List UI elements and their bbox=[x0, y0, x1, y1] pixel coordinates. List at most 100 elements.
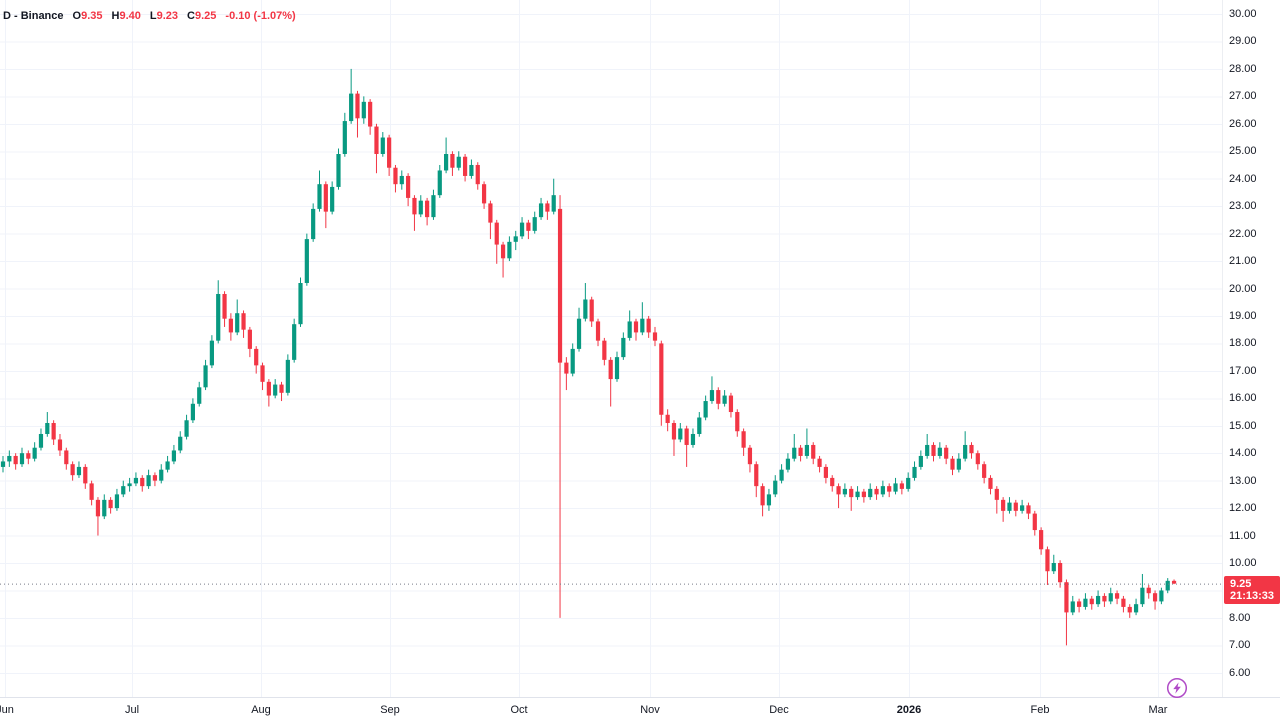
candle bbox=[684, 425, 689, 467]
time-axis-label: Sep bbox=[380, 704, 400, 716]
candle bbox=[779, 464, 784, 484]
price-axis-label: 26.00 bbox=[1229, 117, 1257, 130]
candle bbox=[494, 219, 499, 264]
candle bbox=[798, 444, 803, 462]
candle bbox=[127, 477, 132, 492]
candle bbox=[1064, 579, 1069, 646]
price-axis-label: 15.00 bbox=[1229, 419, 1257, 432]
candle bbox=[450, 151, 455, 176]
candle bbox=[330, 181, 335, 215]
price-axis-label: 27.00 bbox=[1229, 90, 1257, 103]
candle bbox=[469, 159, 474, 179]
candle bbox=[716, 387, 721, 410]
last-price-value: 9.25 bbox=[1230, 578, 1252, 590]
candle bbox=[703, 395, 708, 421]
candle bbox=[589, 296, 594, 327]
candle bbox=[235, 299, 240, 336]
candle bbox=[32, 442, 37, 462]
candle bbox=[380, 132, 385, 157]
candle bbox=[735, 409, 740, 437]
gridlines bbox=[0, 0, 1222, 697]
candle bbox=[1070, 595, 1075, 616]
candle bbox=[956, 453, 961, 473]
candle bbox=[444, 137, 449, 174]
candle bbox=[488, 200, 493, 240]
candle bbox=[45, 412, 50, 437]
candle bbox=[0, 455, 6, 473]
candle bbox=[76, 461, 82, 478]
candle bbox=[1140, 573, 1145, 607]
candle bbox=[228, 313, 233, 341]
candle bbox=[1102, 593, 1107, 607]
candle bbox=[1146, 584, 1151, 599]
candle bbox=[349, 68, 354, 124]
candle bbox=[95, 497, 101, 536]
price-axis-label: 23.00 bbox=[1229, 200, 1257, 213]
candle bbox=[709, 376, 715, 404]
candle bbox=[690, 428, 696, 448]
price-axis-label: 29.00 bbox=[1229, 35, 1257, 48]
candle bbox=[722, 390, 727, 407]
candle bbox=[336, 148, 341, 190]
candle bbox=[893, 477, 898, 495]
candle bbox=[1058, 560, 1063, 588]
price-axis-label: 13.00 bbox=[1229, 474, 1257, 487]
candle bbox=[912, 461, 917, 481]
candle bbox=[887, 483, 892, 498]
candle bbox=[519, 217, 525, 240]
candle bbox=[178, 431, 183, 454]
candle bbox=[925, 433, 930, 459]
candle bbox=[855, 486, 860, 500]
candle bbox=[880, 480, 885, 498]
candle bbox=[944, 444, 949, 465]
candle bbox=[621, 332, 626, 360]
candle bbox=[1095, 590, 1101, 607]
candle bbox=[247, 326, 252, 358]
candle bbox=[1159, 587, 1164, 605]
candle bbox=[678, 423, 683, 443]
candle bbox=[950, 455, 955, 476]
candle bbox=[374, 123, 379, 174]
candle bbox=[114, 488, 120, 511]
candle bbox=[982, 461, 987, 484]
last-price-badge[interactable]: 9.25 21:13:33 bbox=[1224, 576, 1280, 604]
lightning-icon[interactable] bbox=[1163, 674, 1191, 702]
candle bbox=[988, 475, 993, 495]
candle bbox=[1121, 595, 1126, 613]
candle bbox=[462, 153, 468, 182]
price-axis-label: 17.00 bbox=[1229, 364, 1257, 377]
candle bbox=[614, 351, 620, 382]
candle bbox=[1039, 527, 1044, 555]
candle bbox=[13, 453, 18, 470]
candle bbox=[292, 318, 297, 363]
symbol-legend[interactable]: D - Binance O9.35 H9.40 L9.23 C9.25 -0.1… bbox=[3, 8, 296, 24]
candle bbox=[1108, 587, 1113, 605]
candle bbox=[1127, 604, 1132, 618]
price-axis-label: 19.00 bbox=[1229, 309, 1257, 322]
candle bbox=[697, 412, 702, 437]
candle bbox=[583, 283, 588, 322]
candle bbox=[564, 357, 569, 391]
candle bbox=[842, 483, 847, 498]
candle bbox=[804, 428, 810, 459]
candle bbox=[197, 381, 202, 407]
time-axis-label: 2026 bbox=[896, 704, 922, 716]
candle bbox=[1165, 578, 1170, 594]
candle bbox=[1001, 497, 1006, 522]
lightning-circle bbox=[1166, 677, 1188, 699]
candle bbox=[260, 362, 265, 391]
time-axis[interactable]: Jun Jul Aug Sep Oct Nov Dec 2026 Feb Mar bbox=[0, 697, 1280, 724]
candle bbox=[1171, 579, 1177, 585]
candle bbox=[418, 195, 423, 218]
candle bbox=[646, 315, 651, 338]
candle bbox=[19, 447, 25, 467]
candle bbox=[285, 354, 290, 396]
candle bbox=[7, 450, 12, 467]
ohlc-close: C9.25 bbox=[187, 10, 217, 22]
candle bbox=[437, 164, 442, 198]
time-axis-label: Mar bbox=[1148, 704, 1168, 716]
candle bbox=[431, 189, 436, 220]
candle bbox=[146, 469, 151, 489]
price-chart[interactable] bbox=[0, 0, 1280, 697]
symbol-title[interactable]: D - Binance bbox=[3, 10, 64, 22]
